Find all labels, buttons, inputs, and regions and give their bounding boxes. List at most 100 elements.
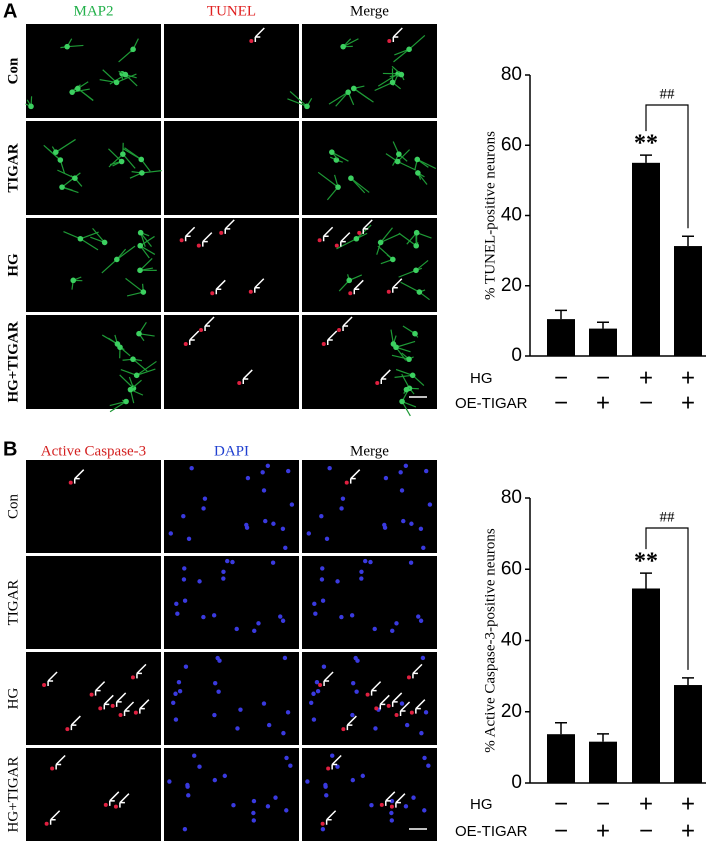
bar (589, 741, 617, 783)
bar (632, 162, 660, 356)
micrograph (26, 748, 161, 841)
positive-cell (103, 802, 108, 807)
nucleus (230, 559, 235, 565)
arrow (139, 699, 150, 714)
arrow (379, 694, 390, 710)
positive-cell (199, 327, 204, 332)
y-tick-label: 20 (501, 701, 522, 722)
row-label: HG (5, 253, 21, 277)
neuron-body (120, 151, 126, 157)
arrow (136, 663, 147, 679)
nucleus (305, 779, 310, 784)
arrow (392, 278, 403, 293)
micrograph (302, 24, 437, 118)
neuron-body (101, 239, 108, 246)
bar (674, 685, 702, 783)
nucleus (422, 808, 427, 813)
nucleus (350, 680, 356, 686)
row-label: Con (5, 57, 21, 84)
nucleus (424, 468, 429, 474)
micrograph (26, 460, 161, 553)
neurite (92, 227, 106, 243)
arrow (202, 232, 213, 247)
neurite (377, 245, 394, 260)
nucleus (270, 560, 276, 565)
neurite (109, 401, 127, 413)
nucleus (320, 826, 326, 832)
y-tick-label: 0 (511, 345, 522, 366)
significance-marker: ** (634, 131, 658, 157)
condition-sign: + (681, 389, 695, 416)
neurite (397, 160, 417, 171)
nucleus (182, 826, 188, 832)
error-bar (597, 321, 609, 329)
neurite (99, 79, 117, 84)
micrograph (26, 556, 161, 649)
condition-sign: + (639, 364, 653, 391)
nucleus (189, 466, 194, 471)
neuron-body (398, 71, 405, 78)
arrow (362, 219, 373, 234)
comparison-marker: ## (660, 509, 676, 525)
neurite (116, 245, 136, 260)
nucleus (260, 470, 265, 475)
y-tick-label: 60 (501, 558, 522, 579)
nucleus (263, 518, 268, 524)
neurite (139, 258, 153, 271)
nucleus (221, 569, 226, 574)
arrow (73, 469, 85, 484)
nucleus (349, 613, 355, 618)
arrow (349, 469, 361, 484)
nucleus (320, 598, 326, 603)
condition-name: OE-TIGAR (455, 823, 528, 840)
bar (632, 588, 660, 783)
neuron-body (396, 151, 402, 157)
nucleus (327, 466, 332, 471)
neuron-body (117, 344, 123, 351)
arrow (392, 27, 403, 43)
neuron-body (72, 175, 78, 182)
nucleus (420, 655, 426, 661)
neuron-body (53, 149, 59, 155)
neuron-body (333, 157, 340, 163)
column-header: MAP2 (73, 3, 113, 19)
arrow (119, 793, 130, 808)
error-bar (555, 309, 567, 320)
neurite (132, 358, 148, 372)
comparison-bracket (645, 104, 689, 229)
neurite (109, 400, 127, 407)
neurite (61, 172, 81, 188)
nucleus (186, 536, 192, 542)
arrow (224, 219, 235, 234)
neuron-body (340, 43, 346, 50)
condition-sign: − (554, 790, 568, 817)
nucleus (282, 655, 288, 661)
row-label: TIGAR (5, 143, 21, 192)
micrograph (26, 24, 161, 118)
condition-sign: + (681, 364, 695, 391)
positive-cell (344, 480, 349, 485)
arrow (189, 330, 200, 345)
nucleus (324, 536, 330, 542)
condition-sign: − (554, 389, 568, 416)
nucleus (265, 804, 271, 809)
bar (547, 734, 575, 783)
positive-cell (386, 703, 391, 708)
comparison-bracket (645, 527, 689, 670)
y-tick-label: 40 (501, 630, 522, 651)
arrow (184, 226, 196, 242)
positive-cell (89, 692, 94, 697)
condition-sign: + (681, 790, 695, 817)
nucleus (234, 626, 239, 632)
y-tick-label: 80 (501, 64, 522, 85)
nucleus (403, 463, 409, 469)
neuron-body (390, 256, 396, 263)
row-label: Con (5, 494, 21, 520)
nucleus (350, 712, 355, 718)
positive-cell (196, 243, 201, 248)
nucleus (335, 764, 340, 769)
neuron-body (77, 235, 84, 242)
positive-cell (249, 39, 254, 44)
nucleus (197, 764, 202, 769)
